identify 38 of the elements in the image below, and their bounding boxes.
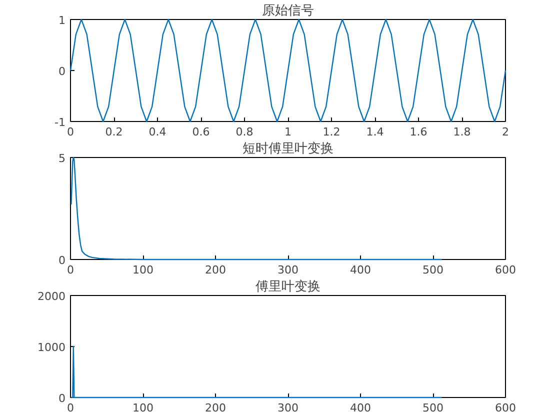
- chart-title: 傅里叶变换: [256, 280, 320, 294]
- x-tick-label: 0.8: [236, 126, 254, 138]
- x-tick-label: 400: [350, 264, 371, 276]
- x-tick-label: 200: [205, 264, 226, 276]
- x-tick-label: 0: [67, 126, 74, 138]
- chart-title: 短时傅里叶变换: [242, 142, 334, 156]
- x-tick-label: 300: [278, 264, 298, 276]
- x-tick-label: 1.2: [322, 126, 340, 138]
- x-tick-label: 0.4: [148, 126, 166, 138]
- x-tick-label: 0: [67, 264, 74, 276]
- x-tick-label: 600: [495, 264, 516, 276]
- x-tick-label: 2: [502, 126, 509, 138]
- x-tick-label: 500: [422, 402, 444, 414]
- line-series: [70, 18, 506, 122]
- line-series: [70, 156, 442, 260]
- x-tick-label: 1: [284, 126, 292, 138]
- x-tick-label: 600: [495, 402, 516, 414]
- y-tick-label: 0: [58, 392, 66, 405]
- y-tick-label: 1000: [38, 341, 66, 354]
- chart-title: 原始信号: [262, 4, 314, 18]
- y-tick-label: 0: [58, 65, 66, 78]
- x-tick-label: 100: [132, 264, 154, 276]
- x-tick-label: 0.6: [192, 126, 210, 138]
- x-tick-label: 200: [205, 402, 226, 414]
- x-tick-label: 100: [132, 402, 154, 414]
- x-tick-label: 0.2: [105, 126, 123, 138]
- x-tick-label: 300: [278, 402, 298, 414]
- x-tick-label: 1.8: [453, 126, 471, 138]
- y-tick-label: 5: [58, 152, 66, 165]
- y-tick-label: 2000: [38, 290, 66, 303]
- x-tick-label: 0: [67, 402, 74, 414]
- x-tick-label: 500: [422, 264, 444, 276]
- y-tick-label: 1: [58, 14, 66, 27]
- x-tick-label: 400: [350, 402, 371, 414]
- y-tick-label: 0: [58, 254, 66, 267]
- x-tick-label: 1.6: [410, 126, 428, 138]
- y-tick-label: -1: [54, 116, 66, 129]
- x-tick-label: 1.4: [366, 126, 384, 138]
